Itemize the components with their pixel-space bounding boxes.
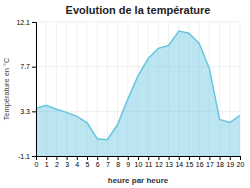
tick: 20 <box>237 156 245 168</box>
tick: 5 <box>86 156 90 168</box>
tick-mark <box>107 156 108 160</box>
tick-label: 4 <box>75 161 79 168</box>
plot: 01234567891011121314151617181920-1.13.37… <box>16 19 244 168</box>
tick-label: 10 <box>135 161 143 168</box>
tick-mark <box>199 156 200 160</box>
tick: 15 <box>186 156 194 168</box>
axis-line <box>37 157 241 161</box>
tick-label: 5 <box>86 161 90 168</box>
tick-label: 2 <box>55 161 59 168</box>
tick-mark <box>148 156 149 160</box>
tick: 4 <box>75 156 79 168</box>
tick: 1 <box>45 156 49 168</box>
tick-label: 20 <box>237 161 245 168</box>
tick-label: -1.1 <box>18 153 30 160</box>
tick: 6 <box>96 156 100 168</box>
tick-mark <box>230 156 231 160</box>
tick: 3.3 <box>20 108 36 115</box>
tick: 2 <box>55 156 59 168</box>
y-axis-title: Température en °C <box>2 57 11 121</box>
tick-mark <box>240 156 241 160</box>
grid-line <box>107 22 108 156</box>
tick: 9 <box>126 156 130 168</box>
tick-mark <box>56 156 57 160</box>
tick-mark <box>189 156 190 160</box>
tick-label: 11 <box>145 161 152 168</box>
tick: 18 <box>216 156 224 168</box>
tick: 16 <box>196 156 204 168</box>
tick: 19 <box>226 156 234 168</box>
tick-label: 1 <box>45 161 49 168</box>
tick: -1.1 <box>18 153 36 160</box>
tick-mark <box>138 156 139 160</box>
tick: 11 <box>145 156 152 168</box>
tick: 12 <box>155 156 163 168</box>
tick-label: 19 <box>226 161 234 168</box>
tick-label: 12.1 <box>16 19 30 26</box>
tick-mark <box>128 156 129 160</box>
area <box>36 31 240 156</box>
tick: 3 <box>65 156 69 168</box>
tick-label: 3.3 <box>20 108 30 115</box>
tick-mark <box>118 156 119 160</box>
tick-mark <box>179 156 180 160</box>
tick-mark <box>209 156 210 160</box>
tick-label: 7.7 <box>20 63 30 70</box>
tick-label: 9 <box>126 161 130 168</box>
title: Evolution de la température <box>66 4 211 16</box>
chart: 01234567891011121314151617181920-1.13.37… <box>0 0 250 188</box>
tick-label: 0 <box>35 161 39 168</box>
tick-label: 13 <box>165 161 173 168</box>
tick: 7 <box>106 156 110 168</box>
tick-mark <box>158 156 159 160</box>
tick-mark <box>32 111 36 112</box>
tick-label: 17 <box>206 161 214 168</box>
tick-mark <box>220 156 221 160</box>
tick-mark <box>77 156 78 160</box>
tick-mark <box>32 67 36 68</box>
tick-label: 14 <box>175 161 183 168</box>
tick-mark <box>67 156 68 160</box>
tick: 14 <box>175 156 183 168</box>
tick: 12.1 <box>16 19 36 26</box>
tick: 7.7 <box>20 63 36 70</box>
grid <box>36 22 240 156</box>
tick: 8 <box>116 156 120 168</box>
tick-label: 15 <box>186 161 194 168</box>
grid-line <box>97 22 98 156</box>
axis-line <box>32 23 37 157</box>
tick-mark <box>169 156 170 160</box>
tick: 13 <box>165 156 173 168</box>
tick-label: 7 <box>106 161 110 168</box>
tick-label: 12 <box>155 161 163 168</box>
tick-mark <box>32 22 36 23</box>
marks <box>36 31 240 156</box>
tick-label: 6 <box>96 161 100 168</box>
tick-label: 16 <box>196 161 204 168</box>
tick-mark <box>46 156 47 160</box>
tick-label: 18 <box>216 161 224 168</box>
x-axis: 01234567891011121314151617181920 <box>35 156 245 168</box>
y-axis: -1.1 3.3 7.7 12.1 <box>16 19 36 160</box>
tick-label: 3 <box>65 161 69 168</box>
x-axis-title: heure par heure <box>108 176 169 185</box>
tick-mark <box>32 156 36 157</box>
tick: 0 <box>35 156 39 168</box>
tick-mark <box>97 156 98 160</box>
tick-label: 8 <box>116 161 120 168</box>
tick-mark <box>87 156 88 160</box>
line <box>36 31 240 140</box>
tick: 10 <box>135 156 143 168</box>
tick: 17 <box>206 156 214 168</box>
